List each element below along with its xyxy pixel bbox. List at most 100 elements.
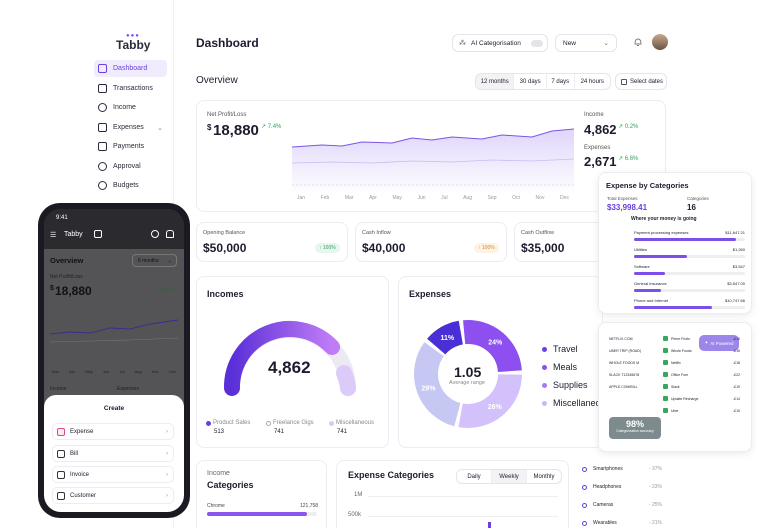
chevron-down-icon[interactable]: ⌄ (157, 124, 163, 132)
create-bill-item[interactable]: Bill › (52, 445, 174, 462)
menu-icon[interactable]: ☰ (50, 232, 57, 239)
phone-time: 9:41 (56, 215, 68, 221)
stat-value: $50,000 (203, 241, 247, 255)
wallet-icon (98, 123, 107, 132)
category-icon (663, 360, 668, 365)
transaction-row[interactable]: NETFLIX.COM Prime Fruits -£10 (609, 335, 749, 345)
expense-row-track (634, 255, 745, 258)
transaction-row[interactable]: Uber -£15 (609, 407, 749, 417)
donut-slice (458, 373, 522, 428)
sidebar-item-transactions[interactable]: Transactions (94, 80, 167, 97)
transaction-amount: -£15 (733, 409, 741, 413)
phone-range-dropdown[interactable]: 6 months ⌄ (132, 254, 177, 267)
category-row[interactable]: Wearables - 21% (582, 520, 662, 526)
expense-row-name: Payment processing expenses (634, 230, 689, 235)
profile-icon[interactable] (151, 230, 159, 238)
transaction-category: Office Furn (671, 373, 689, 377)
expense-row[interactable]: Payment processing expenses $11,647.21 (634, 230, 745, 244)
bell-icon[interactable] (166, 230, 174, 238)
incomes-title: Incomes (207, 289, 244, 299)
app-logo[interactable]: Tabby (116, 38, 151, 52)
sparkle-icon: ⁂ (459, 40, 466, 47)
categories-value: 16 (687, 203, 696, 212)
sidebar-item-label: Income (113, 104, 136, 111)
transaction-amount: -£19 (733, 385, 741, 389)
tab-weekly[interactable]: Weekly (491, 470, 527, 483)
avatar[interactable] (652, 34, 668, 50)
radio-icon[interactable] (582, 520, 587, 526)
phone-expenses-label: Expenses (117, 386, 139, 392)
legend-dot (542, 364, 547, 370)
category-row[interactable]: Smartphones - 37% (582, 466, 662, 472)
transaction-row[interactable]: UBER TRIP (ROAD) Whole Foods -£15 (609, 347, 749, 357)
category-value: - 25% (648, 502, 662, 508)
month-tick: Apr (68, 369, 76, 374)
expense-row-name: Software (634, 264, 650, 269)
transaction-amount: -£14 (733, 397, 741, 401)
sidebar-item-dashboard[interactable]: Dashboard (94, 60, 167, 77)
expense-row-track (634, 306, 745, 309)
phone-month-axis: Mar Apr May Jun Jul Aug Nov Dec (52, 369, 176, 374)
transaction-row[interactable]: Update Recharge -£14 (609, 395, 749, 405)
sidebar-item-income[interactable]: Income (94, 99, 167, 116)
toggle-switch[interactable] (531, 39, 543, 47)
transaction-row[interactable]: SLACK T12345678 Office Furn -£22 (609, 371, 749, 381)
ai-powered-button[interactable]: ✦ AI Powered (699, 335, 739, 351)
category-icon (663, 336, 668, 341)
phone-screen: 9:41 ☰ Tabby Overview 6 months ⌄ Net Prof… (44, 209, 184, 512)
legend-freelance-gigs: Freelance Gigs (266, 420, 314, 426)
radio-icon[interactable] (582, 466, 587, 472)
expense-row[interactable]: Phone and Internet $10,747.66 (634, 298, 745, 312)
create-expense-item[interactable]: Expense › (52, 423, 174, 440)
range-tabs: 12 months 30 days 7 days 24 hours (475, 73, 611, 90)
sidebar-item-approval[interactable]: Approval (94, 158, 167, 175)
transaction-row[interactable]: APPLE.COM/BILL Slack -£19 (609, 383, 749, 393)
radio-icon[interactable] (582, 502, 587, 508)
chevron-right-icon: › (166, 471, 168, 478)
tab-monthly[interactable]: Monthly (533, 473, 555, 480)
tab-12-months[interactable]: 12 months (476, 74, 514, 89)
expenses-donut: 11% 24% 26% 29% (414, 320, 522, 428)
tab-daily[interactable]: Daily (467, 473, 481, 480)
category-icon (663, 372, 668, 377)
expense-row-name: General insurance (634, 281, 667, 286)
sidebar-item-payments[interactable]: Payments (94, 138, 167, 155)
radio-icon[interactable] (582, 484, 587, 490)
category-row[interactable]: Cameras - 25% (582, 502, 662, 508)
income-label: Income (584, 112, 604, 118)
create-customer-item[interactable]: Customer › (52, 487, 174, 504)
transaction-row[interactable]: WHOLE FOODS M Netflix -£18 (609, 359, 749, 369)
legend-label: Travel (553, 344, 578, 354)
net-currency: $ (207, 123, 212, 132)
category-icon (663, 396, 668, 401)
expense-row[interactable]: Utilities $1,260 (634, 247, 745, 261)
donut-slice-label: 26% (488, 404, 503, 411)
phone-net-label: Net Profit/Loss (50, 274, 83, 280)
new-dropdown[interactable]: New ⌄ (555, 34, 617, 52)
create-invoice-item[interactable]: Invoice › (52, 466, 174, 483)
phone-net-change-value: 3.4% (161, 287, 173, 293)
tab-7-days[interactable]: 7 days (545, 74, 574, 89)
expense-row-track (634, 289, 745, 292)
category-row[interactable]: Headphones - 23% (582, 484, 662, 490)
sidebar-item-expenses[interactable]: Expenses ⌄ (94, 119, 167, 136)
income-row-label: Chrome (207, 503, 225, 509)
month-tick: Jul (119, 369, 125, 374)
donut-center-label: Average range (449, 380, 485, 386)
tab-24-hours[interactable]: 24 hours (573, 74, 610, 89)
legend-supplies: Supplies (542, 380, 588, 390)
bell-icon[interactable] (634, 37, 642, 47)
grid-icon (98, 64, 107, 73)
compose-icon[interactable] (94, 230, 102, 238)
sidebar-item-budgets[interactable]: Budgets (94, 177, 167, 194)
ai-categorisation-toggle[interactable]: ⁂ AI Categorisation (452, 34, 548, 52)
category-name: Smartphones (593, 466, 623, 472)
chevron-right-icon: › (166, 450, 168, 457)
expense-row[interactable]: Software $3,547 (634, 264, 745, 278)
select-dates-button[interactable]: Select dates (615, 73, 667, 90)
donut-center-value: 1.05 (454, 364, 482, 380)
sheet-item-label: Expense (70, 428, 94, 435)
tab-30-days[interactable]: 30 days (513, 74, 546, 89)
income-categories-title-top: Income (207, 470, 230, 477)
expense-row[interactable]: General insurance $3,547.00 (634, 281, 745, 295)
